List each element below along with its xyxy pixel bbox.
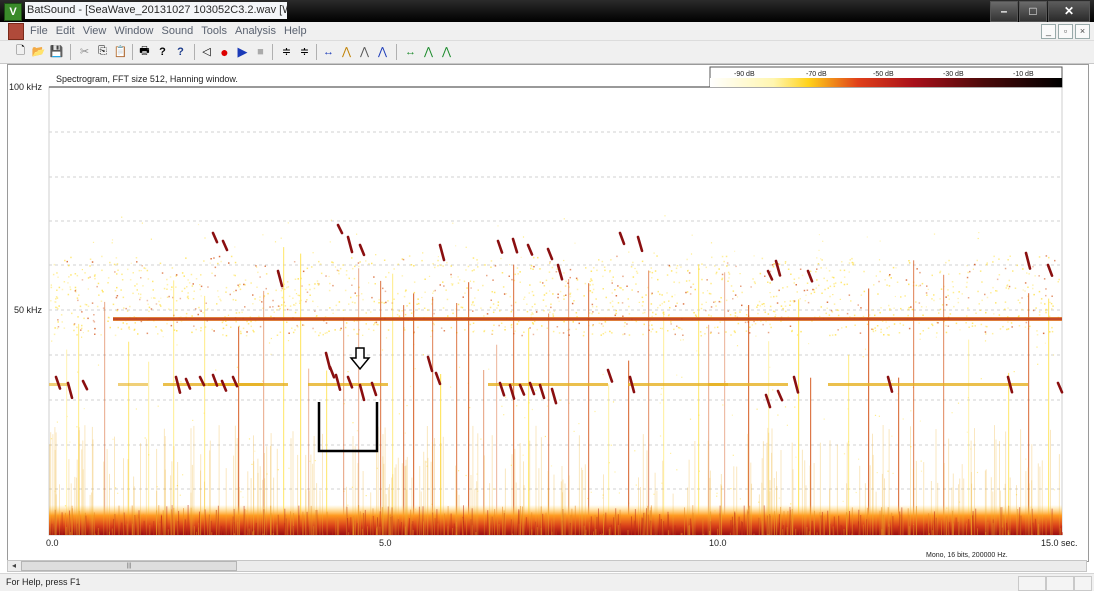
status-text: For Help, press F1 (6, 577, 81, 587)
spectrogram-icon[interactable]: ⋀ (338, 43, 355, 60)
menu-tools[interactable]: Tools (201, 24, 227, 38)
title-bar: V BatSound - [SeaWave_20131027 103052C3.… (0, 0, 1094, 22)
mdi-restore-button[interactable]: ▫ (1058, 24, 1073, 39)
spectrum-icon[interactable]: ⋀ (356, 43, 373, 60)
maximize-button[interactable]: □ (1019, 1, 1047, 22)
print-icon[interactable]: 🖶 (136, 43, 153, 60)
legend-label-90db: -90 dB (734, 71, 755, 78)
paste-icon[interactable]: 📋 (112, 43, 129, 60)
y-label-50khz: 50 kHz (14, 305, 43, 315)
horizontal-scrollbar[interactable]: ◂ ||| (7, 560, 1087, 572)
menu-analysis[interactable]: Analysis (235, 24, 276, 38)
mdi-controls: _ ▫ × (1039, 24, 1090, 39)
toolbar: 🗋 📂 💾 ✂ ⎘ 📋 🖶 ? ? ◁ ● ▶ ■ ≑ ≑ ↔ ⋀ ⋀ ⋀ ↔ … (0, 41, 1094, 64)
status-bar: For Help, press F1 (0, 573, 1094, 591)
menu-view[interactable]: View (83, 24, 107, 38)
x-label-5: 5.0 (379, 538, 392, 548)
legend-label-70db: -70 dB (806, 71, 827, 78)
window-title: BatSound - [SeaWave_20131027 103052C3.2.… (25, 2, 287, 19)
spectrogram-window: Spectrogram, FFT size 512, Hanning windo… (7, 64, 1089, 562)
record-icon[interactable]: ● (216, 43, 233, 60)
open-folder-icon[interactable]: 📂 (30, 43, 47, 60)
new-file-icon[interactable]: 🗋 (12, 43, 29, 60)
status-pane-1 (1018, 576, 1046, 591)
spectrogram-view[interactable]: Spectrogram, FFT size 512, Hanning windo… (8, 65, 1088, 561)
y-label-100khz: 100 kHz (9, 82, 43, 92)
time-expand-icon[interactable]: ↔ (320, 43, 337, 60)
copy-icon[interactable]: ⎘ (94, 43, 111, 60)
x-label-15: 15.0 sec. (1041, 538, 1078, 548)
mid-frequency-streak (49, 383, 1028, 386)
legend-label-30db: -30 dB (943, 71, 964, 78)
mdi-minimize-button[interactable]: _ (1041, 24, 1056, 39)
scroll-left-arrow-icon[interactable]: ◂ (9, 561, 19, 571)
x-label-10: 10.0 (709, 538, 727, 548)
status-pane-3 (1074, 576, 1092, 591)
window-controls: – □ ✕ (989, 1, 1090, 20)
menu-file[interactable]: File (30, 24, 48, 38)
green-spectrogram-icon[interactable]: ⋀ (420, 43, 437, 60)
stop-icon[interactable]: ■ (252, 43, 269, 60)
menu-help[interactable]: Help (284, 24, 307, 38)
status-pane-2 (1046, 576, 1074, 591)
legend-label-10db: -10 dB (1013, 71, 1034, 78)
colour-legend: -90 dB -70 dB -50 dB -30 dB -10 dB (710, 67, 1062, 87)
menu-window[interactable]: Window (114, 24, 153, 38)
zoom-vertical-icon[interactable]: ≑ (278, 43, 295, 60)
play-icon[interactable]: ▶ (234, 43, 251, 60)
menu-edit[interactable]: Edit (56, 24, 75, 38)
mdi-close-button[interactable]: × (1075, 24, 1090, 39)
legend-label-50db: -50 dB (873, 71, 894, 78)
zoom-vertical-out-icon[interactable]: ≑ (296, 43, 313, 60)
x-label-0: 0.0 (46, 538, 59, 548)
recording-info: Mono, 16 bits, 200000 Hz. (926, 552, 1008, 559)
context-help-icon[interactable]: ? (172, 43, 189, 60)
batsound-app-icon[interactable]: V (4, 3, 22, 21)
menu-bar: File Edit View Window Sound Tools Analys… (0, 22, 1094, 41)
cut-icon[interactable]: ✂ (76, 43, 93, 60)
spectrogram-header: Spectrogram, FFT size 512, Hanning windo… (56, 74, 238, 84)
green-expand-icon[interactable]: ↔ (402, 43, 419, 60)
speaker-icon[interactable]: ◁ (198, 43, 215, 60)
scroll-thumb[interactable]: ||| (21, 561, 237, 571)
close-button[interactable]: ✕ (1048, 1, 1090, 22)
help-icon[interactable]: ? (154, 43, 171, 60)
menu-sound[interactable]: Sound (161, 24, 193, 38)
document-icon[interactable] (8, 23, 24, 40)
minimize-button[interactable]: – (990, 1, 1018, 22)
save-icon[interactable]: 💾 (48, 43, 65, 60)
power-spectrum-icon[interactable]: ⋀ (374, 43, 391, 60)
green-spectrum-icon[interactable]: ⋀ (438, 43, 455, 60)
